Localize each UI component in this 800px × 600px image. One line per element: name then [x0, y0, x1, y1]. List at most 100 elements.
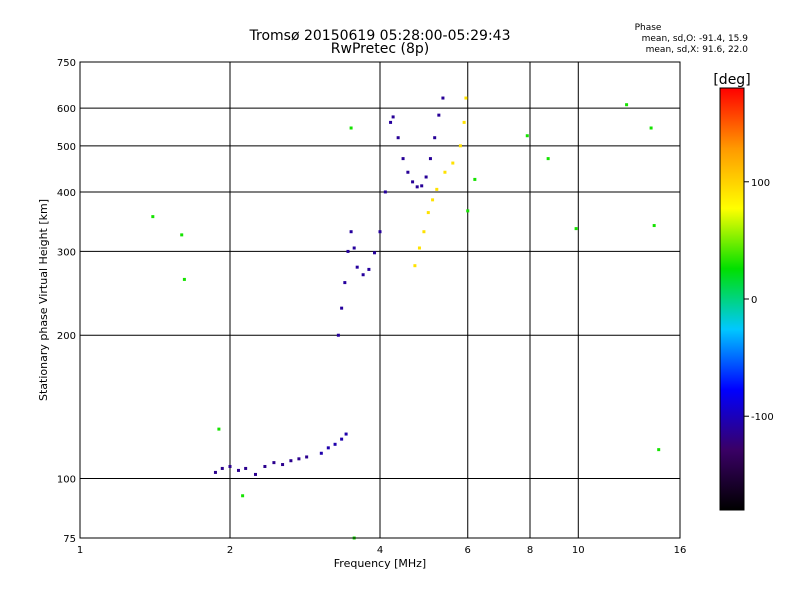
- data-point: [657, 448, 661, 452]
- data-point: [431, 198, 435, 202]
- data-point: [426, 211, 430, 215]
- data-point: [462, 120, 466, 124]
- data-point: [389, 120, 393, 124]
- data-point: [415, 185, 419, 189]
- data-point: [433, 136, 437, 140]
- data-point: [458, 144, 462, 148]
- data-point: [272, 461, 276, 465]
- data-point: [344, 432, 348, 436]
- data-point: [319, 451, 323, 455]
- data-point: [340, 437, 344, 441]
- grid-lines: [80, 62, 680, 538]
- data-point: [355, 265, 359, 269]
- y-tick-label: 500: [57, 142, 76, 153]
- data-point: [652, 224, 656, 228]
- colorbar-tick-label: 100: [751, 178, 770, 189]
- x-axis-label: Frequency [MHz]: [334, 557, 426, 570]
- data-point: [401, 157, 405, 161]
- data-point: [391, 115, 395, 119]
- data-point: [411, 180, 415, 184]
- trace-e-layer-echoes: [213, 455, 309, 476]
- data-point: [435, 187, 439, 191]
- data-point: [182, 277, 186, 281]
- data-point: [413, 264, 417, 268]
- data-point: [305, 455, 309, 459]
- y-tick-label: 100: [57, 475, 76, 486]
- trace-scattered-noise: [151, 103, 661, 540]
- colorbar-ticks: 100 0 -100: [744, 178, 774, 423]
- stats-heading: Phase: [635, 23, 662, 33]
- data-point: [420, 184, 424, 188]
- data-point: [297, 457, 301, 461]
- data-point: [466, 209, 470, 213]
- y-tick-label: 400: [57, 188, 76, 199]
- data-point: [253, 472, 257, 476]
- x-tick-label: 10: [572, 545, 585, 556]
- chart-title: Tromsø 20150619 05:28:00-05:29:43: [249, 28, 511, 44]
- data-point: [340, 306, 344, 310]
- data-point: [406, 170, 410, 174]
- stats-o-mode: mean, sd,O: -91.4, 15.9: [642, 34, 749, 44]
- data-point: [236, 468, 240, 472]
- y-tick-label: 600: [57, 104, 76, 115]
- data-point: [441, 96, 445, 100]
- y-tick-label: 200: [57, 331, 76, 342]
- data-point: [443, 170, 447, 174]
- x-tick-label: 16: [674, 545, 687, 556]
- data-point: [574, 227, 578, 231]
- data-point: [349, 126, 353, 130]
- data-point: [220, 466, 224, 470]
- y-tick-label: 300: [57, 247, 76, 258]
- data-point: [352, 246, 356, 250]
- data-point: [422, 230, 426, 234]
- x-tick-label: 2: [227, 545, 233, 556]
- y-tick-label: 750: [57, 58, 76, 69]
- x-tick-label: 6: [465, 545, 471, 556]
- data-point: [464, 96, 468, 100]
- data-point: [228, 464, 232, 468]
- trace-x-mode-trace: [413, 96, 468, 268]
- trace-f2-o-mode-trace: [391, 96, 445, 189]
- data-point: [378, 230, 382, 234]
- data-point: [289, 459, 293, 463]
- data-point: [373, 251, 377, 255]
- data-point: [473, 177, 477, 181]
- colorbar: [719, 87, 745, 511]
- data-point: [451, 161, 455, 165]
- y-axis-ticks: 75 100 200 300 400 500 600 750: [57, 58, 76, 545]
- colorbar-tick-label: 0: [751, 295, 757, 306]
- data-point: [343, 281, 347, 285]
- data-point: [244, 466, 248, 470]
- x-tick-label: 8: [527, 545, 533, 556]
- x-tick-label: 1: [77, 545, 83, 556]
- stats-x-mode: mean, sd,X: 91.6, 22.0: [646, 45, 749, 55]
- x-tick-label: 4: [377, 545, 383, 556]
- data-point: [333, 442, 337, 446]
- data-point: [424, 175, 428, 179]
- data-point: [336, 333, 340, 337]
- data-point: [417, 246, 421, 250]
- x-axis-ticks: 1 2 4 6 8 10 16: [77, 545, 687, 556]
- data-point: [241, 494, 245, 498]
- data-point: [525, 134, 529, 138]
- data-point: [151, 215, 155, 219]
- data-point: [546, 157, 550, 161]
- data-point: [625, 103, 629, 107]
- data-point: [281, 463, 285, 467]
- trace-f1-o-mode-trace: [336, 120, 393, 337]
- data-point: [649, 126, 653, 130]
- colorbar-label: [deg]: [713, 72, 750, 88]
- trace-sporadic-lower-echoes: [319, 432, 348, 455]
- data-point: [428, 157, 432, 161]
- data-point: [263, 464, 267, 468]
- plot-frame: [79, 61, 681, 539]
- y-tick-label: 75: [63, 534, 76, 545]
- chart-subtitle: RwPretec (8p): [331, 41, 429, 57]
- data-point: [213, 470, 217, 474]
- data-point: [396, 136, 400, 140]
- data-point: [217, 427, 221, 431]
- data-point: [367, 267, 371, 271]
- data-point: [361, 273, 365, 277]
- colorbar-tick-label: -100: [751, 412, 774, 423]
